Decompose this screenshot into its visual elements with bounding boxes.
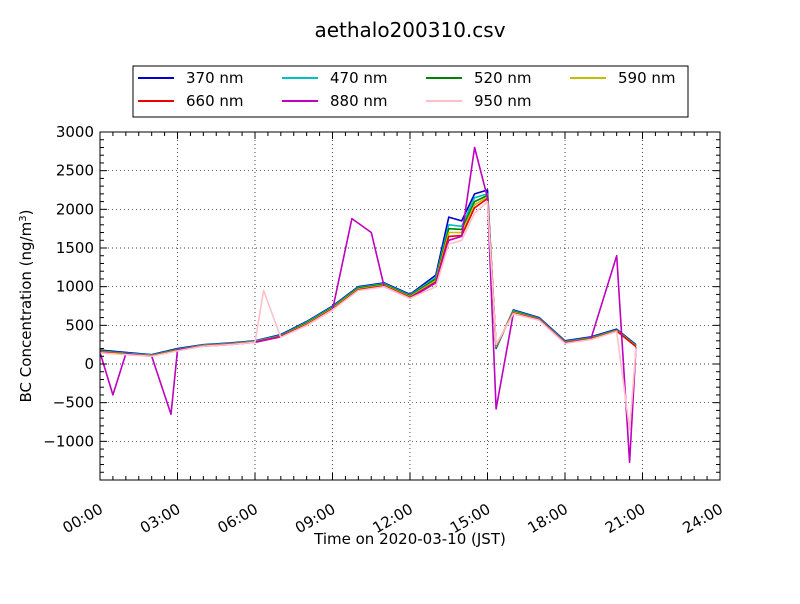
y-tick-label: 2500	[56, 162, 94, 180]
y-axis-label-sup: 3	[18, 215, 29, 221]
legend-item: 880 nm	[282, 92, 388, 110]
legend-label: 660 nm	[186, 92, 244, 110]
y-tick-label: 500	[65, 316, 94, 334]
legend: 370 nm 470 nm 520 nm 590 nm 660 nm 880 nm 950 …	[132, 65, 689, 118]
x-tick-label: 03:00	[137, 500, 183, 537]
legend-item: 520 nm	[426, 69, 532, 87]
y-axis-label-main: BC Concentration (ng/m	[17, 222, 35, 403]
legend-items: 370 nm 470 nm 520 nm 590 nm 660 nm 880 nm 950 …	[138, 69, 676, 110]
series-line-370-nm	[99, 189, 637, 356]
y-tick-label: 1500	[56, 239, 94, 257]
legend-item: 950 nm	[426, 92, 532, 110]
x-tick-label: 24:00	[680, 500, 726, 537]
legend-item: 470 nm	[282, 69, 388, 87]
y-axis-label-close: )	[17, 210, 35, 216]
legend-label: 880 nm	[330, 92, 388, 110]
legend-item: 370 nm	[138, 69, 244, 87]
legend-label: 950 nm	[474, 92, 532, 110]
y-tick-label: 3000	[56, 123, 94, 141]
chart-title: aethalo200310.csv	[314, 18, 505, 42]
grid-layer	[100, 132, 720, 480]
x-axis-label: Time on 2020-03-10 (JST)	[313, 530, 506, 548]
legend-item: 590 nm	[570, 69, 676, 87]
y-tick-label: −500	[53, 394, 94, 412]
series-line-950-nm	[99, 200, 637, 431]
x-tick-label: 00:00	[60, 500, 106, 537]
series-line-880-nm	[99, 146, 637, 464]
series-layer	[99, 146, 637, 464]
y-axis-label: BC Concentration (ng/m3)	[17, 210, 35, 403]
y-tick-label: −1000	[43, 432, 94, 450]
legend-label: 520 nm	[474, 69, 532, 87]
y-tick-label: 1000	[56, 278, 94, 296]
y-tick-label: 2000	[56, 200, 94, 218]
x-tick-label: 18:00	[525, 500, 571, 537]
x-tick-label: 21:00	[602, 500, 648, 537]
legend-label: 370 nm	[186, 69, 244, 87]
legend-label: 590 nm	[618, 69, 676, 87]
tick-layer	[99, 131, 721, 480]
y-tick-label: 0	[84, 355, 94, 373]
x-tick-label: 06:00	[215, 500, 261, 537]
series-line-470-nm	[99, 193, 637, 356]
y-tick-labels: −1000 −500 0 500 1000 1500 2000 2500 3000	[43, 123, 94, 450]
legend-item: 660 nm	[138, 92, 244, 110]
legend-box	[132, 65, 689, 118]
legend-label: 470 nm	[330, 69, 388, 87]
